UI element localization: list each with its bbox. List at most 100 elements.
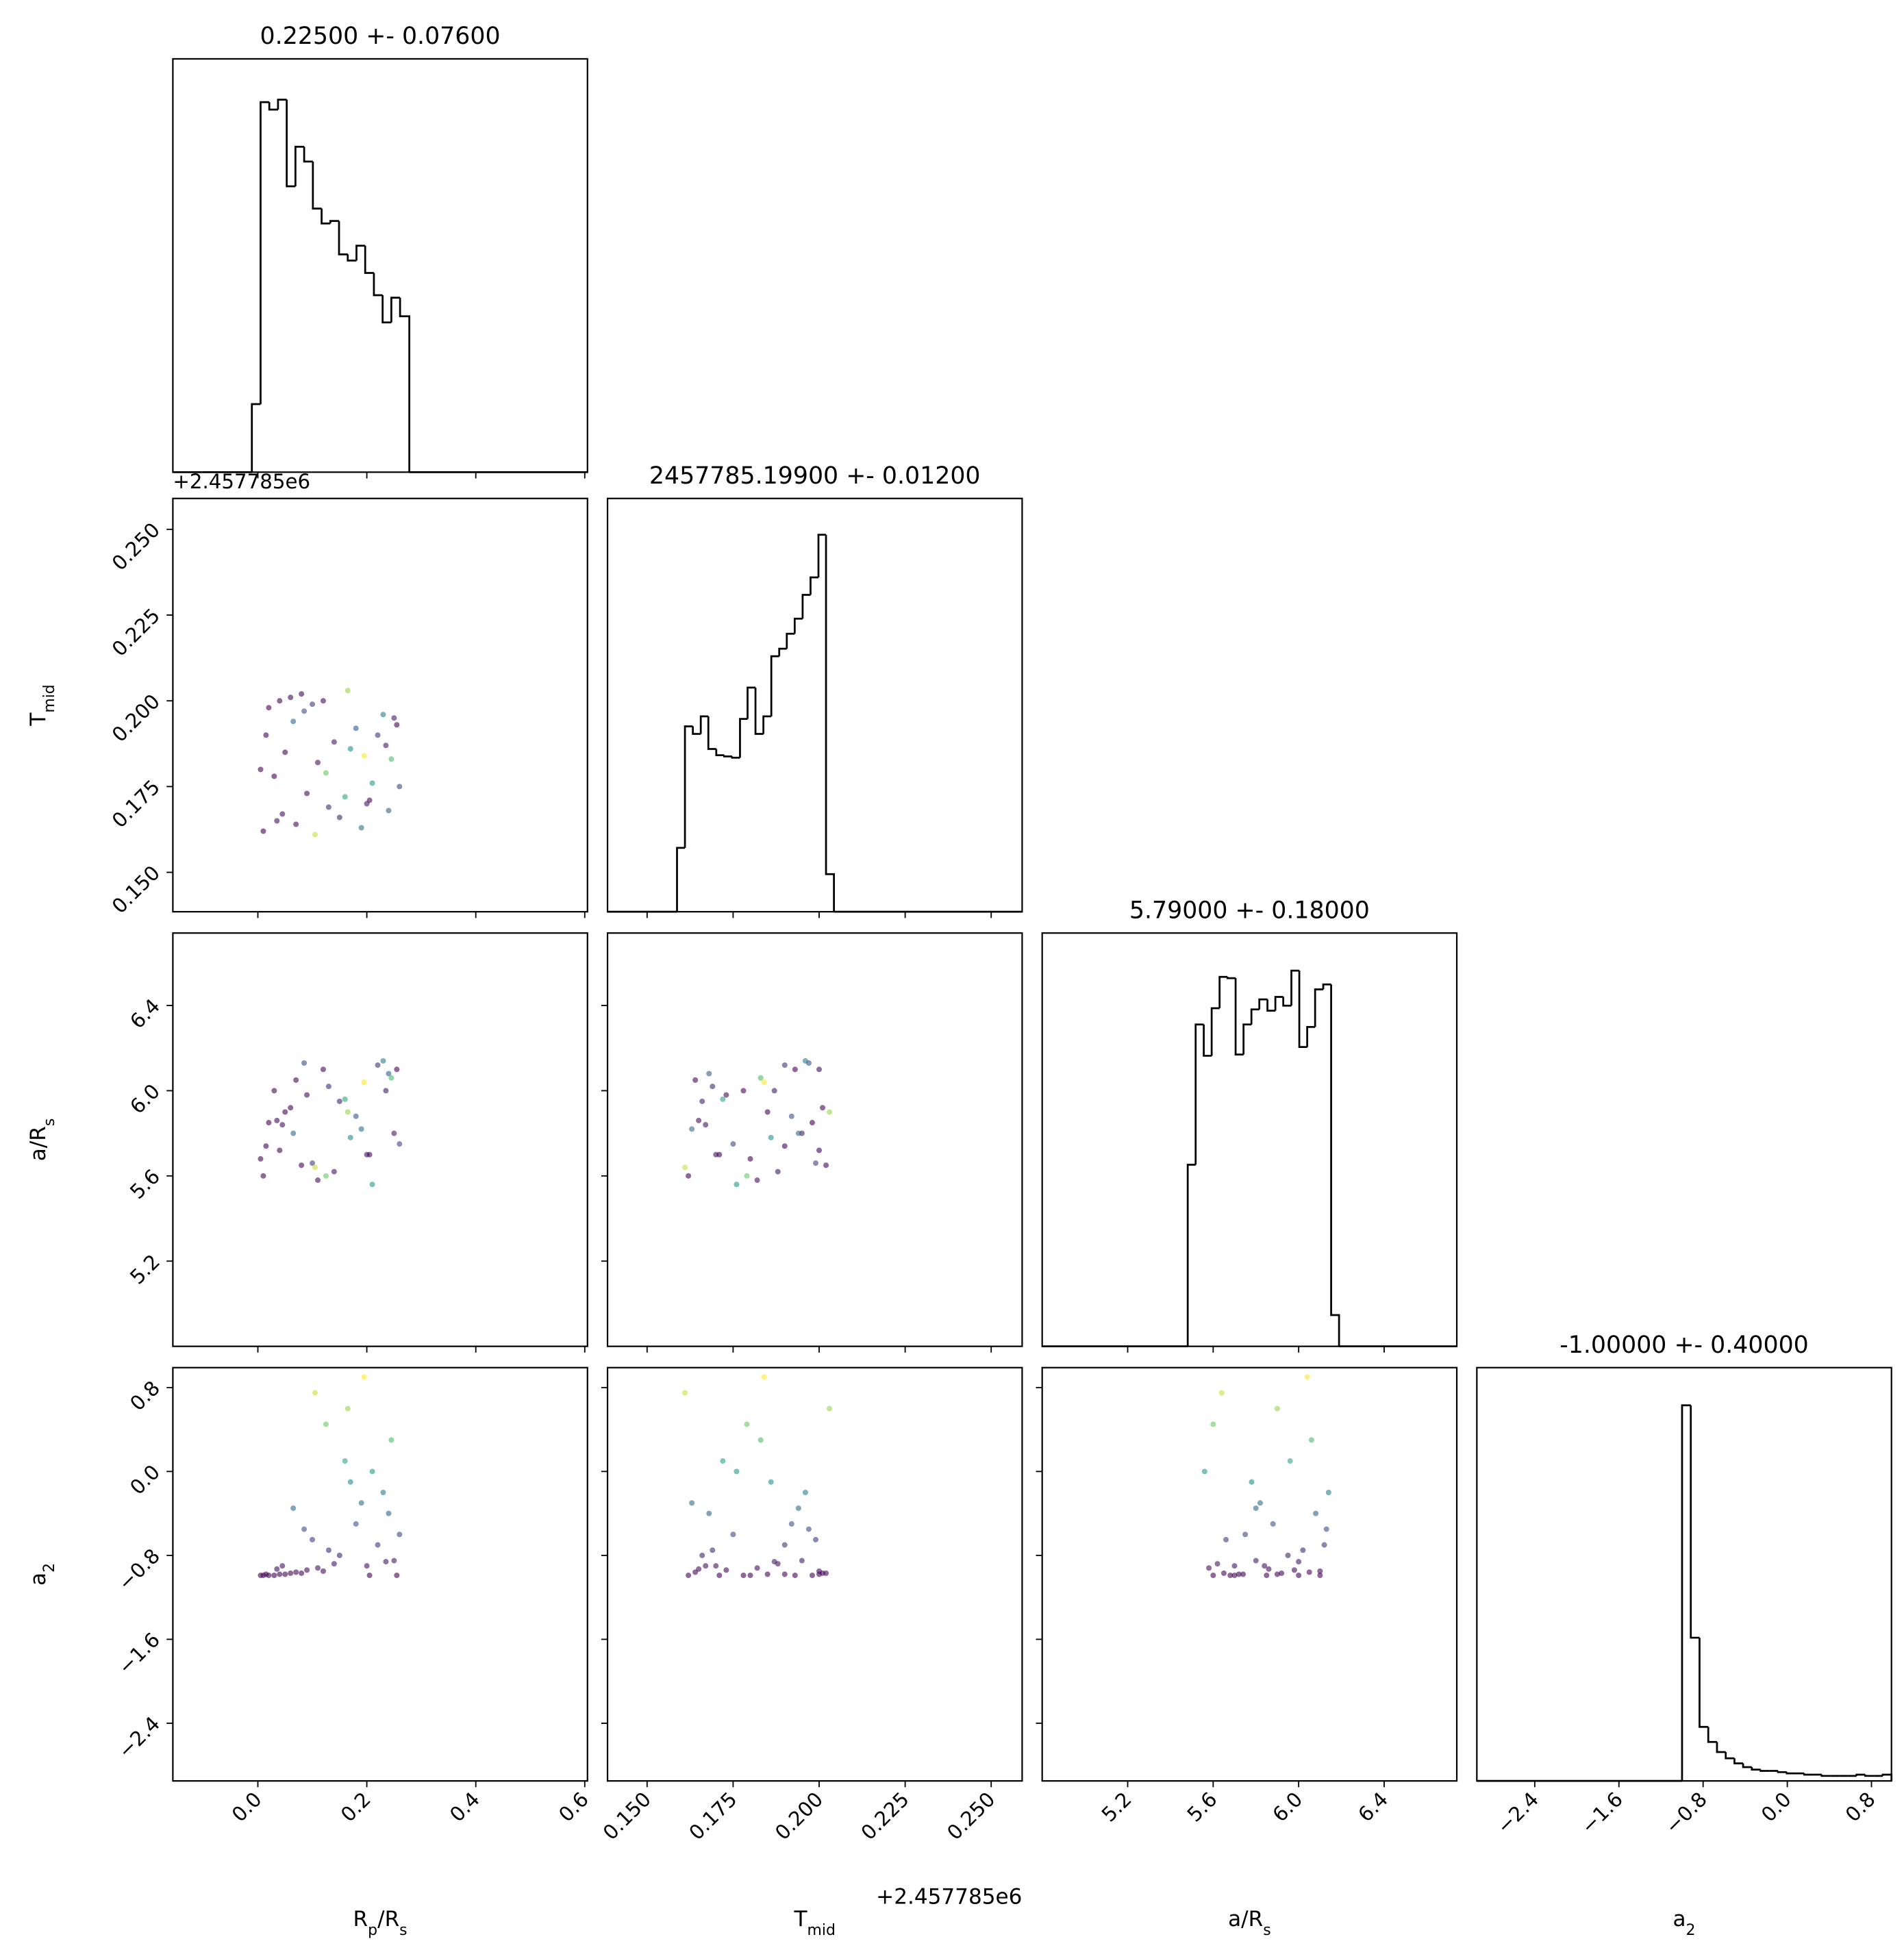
hist-bin [1250, 1008, 1260, 1025]
sample-point [277, 1571, 283, 1577]
panel-title: 2457785.19900 +- 0.01200 [649, 462, 981, 490]
label-part: a/R [1228, 1907, 1263, 1932]
sample-point [279, 1122, 286, 1128]
x-tick-label: 0.250 [942, 1788, 999, 1845]
hist-bin [747, 686, 756, 719]
sample-point [1270, 1521, 1276, 1527]
sample-point [331, 1561, 337, 1567]
sample-point [323, 1173, 329, 1179]
label-part: p [368, 1922, 377, 1939]
sample-point [781, 1062, 788, 1068]
sample-point [358, 1126, 364, 1132]
sample-point [754, 1177, 760, 1184]
sample-point [1306, 1569, 1312, 1575]
sample-point [364, 1563, 370, 1569]
sample-point [764, 1571, 771, 1577]
sample-point [391, 715, 397, 721]
hist-bin [723, 755, 732, 758]
sample-point [689, 1500, 695, 1506]
sample-point [260, 1173, 266, 1179]
hist-bin [739, 718, 748, 758]
sample-point [754, 1565, 760, 1571]
sample-point [277, 698, 283, 704]
sample-point [710, 1547, 716, 1553]
sample-point [1317, 1568, 1323, 1574]
sample-point [1317, 1572, 1323, 1578]
x-tick-label: 0.175 [684, 1788, 741, 1845]
sample-point [764, 1109, 771, 1115]
panel-frame [172, 1366, 588, 1782]
label-part: mid [40, 684, 58, 712]
sample-point [282, 1109, 288, 1115]
sample-point [1210, 1421, 1216, 1427]
sample-point [1264, 1572, 1270, 1578]
offset-text: +2.457785e6 [876, 1884, 1022, 1909]
sample-point [277, 1147, 283, 1153]
sample-point [734, 1468, 740, 1475]
sample-point [304, 790, 310, 797]
hist-bin [1330, 984, 1340, 1347]
hist-bin [347, 254, 357, 262]
hist-bin [1716, 1742, 1726, 1753]
sample-point [781, 1143, 788, 1149]
sample-point [353, 725, 359, 732]
sample-point [734, 1182, 740, 1188]
sample-point [703, 1563, 709, 1569]
x-tick-label: 6.0 [1268, 1788, 1307, 1827]
panel-title: 0.22500 +- 0.07600 [260, 23, 501, 50]
hist-bin [715, 749, 725, 756]
hist-bin [1742, 1763, 1752, 1768]
sample-point [310, 701, 316, 708]
hist-bin [321, 208, 331, 225]
sample-point [696, 1566, 702, 1572]
hist-bin [1707, 1727, 1717, 1743]
sample-point [336, 1098, 342, 1104]
hist-bin [1855, 1773, 1866, 1776]
sample-point [386, 808, 392, 814]
hist-bin [1282, 997, 1292, 1007]
panel-frame [1041, 1366, 1458, 1782]
x-tick-label: −1.6 [1577, 1788, 1627, 1838]
x-tick-label: 0.8 [1841, 1788, 1880, 1827]
axis-label: a2 [26, 1563, 58, 1586]
hist-bin [786, 632, 795, 649]
sample-point [301, 1526, 308, 1532]
sample-point [740, 1572, 747, 1578]
sample-point [290, 1505, 297, 1511]
sample-point [271, 1088, 277, 1094]
sample-point [361, 1374, 367, 1380]
x-tick-label: 0.4 [445, 1788, 484, 1827]
hist-bin [1306, 1026, 1316, 1047]
label-part: 2 [40, 1563, 58, 1573]
sample-point [380, 712, 386, 718]
sample-point [386, 1071, 392, 1077]
sample-point [391, 1130, 397, 1136]
hist-bin [1314, 988, 1324, 1027]
hist-bin [1681, 1404, 1691, 1782]
sample-point [713, 1563, 719, 1569]
sample-point [279, 811, 286, 817]
hist-bin [1290, 969, 1300, 1006]
panel-frame [1476, 1366, 1892, 1782]
hist-bin [390, 297, 401, 323]
sample-point [312, 1390, 318, 1396]
sample-point [282, 1571, 288, 1577]
sample-point [383, 1088, 389, 1094]
sample-point [369, 780, 375, 786]
hist-bin [762, 715, 772, 734]
sample-point [757, 1075, 764, 1081]
sample-point [696, 1117, 702, 1123]
sample-point [805, 1060, 812, 1066]
sample-point [744, 1173, 750, 1179]
hist-bin [1820, 1774, 1831, 1777]
hist-bin [381, 295, 392, 324]
sample-point [1220, 1570, 1227, 1576]
sample-point [383, 1559, 389, 1565]
hist-bin [1803, 1773, 1814, 1776]
axis-label: Tmid [26, 684, 58, 726]
sample-point [263, 1143, 269, 1149]
hist-bin [1786, 1772, 1796, 1775]
sample-point [682, 1390, 688, 1396]
sample-point [768, 1134, 774, 1140]
sample-point [686, 1173, 692, 1179]
